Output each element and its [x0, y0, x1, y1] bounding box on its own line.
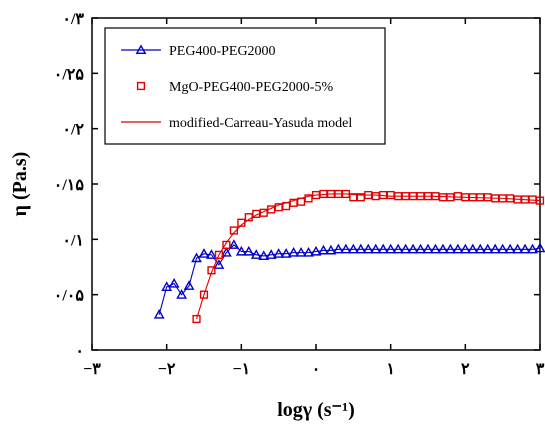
data-point	[400, 243, 411, 254]
data-point	[340, 243, 352, 254]
data-point	[534, 242, 545, 253]
data-point	[168, 277, 180, 288]
data-point	[176, 289, 187, 299]
data-point	[235, 245, 247, 256]
series-1	[192, 189, 545, 324]
data-point	[310, 245, 322, 256]
y-tick-label: ۰/۰۵	[54, 288, 85, 305]
data-point	[229, 226, 238, 235]
data-point	[392, 243, 404, 254]
data-point	[497, 243, 509, 254]
legend: PEG400-PEG2000 MgO-PEG400-PEG2000-5% modif…	[104, 27, 386, 145]
legend-entry-label: MgO-PEG400-PEG2000-5%	[169, 80, 333, 95]
data-point	[325, 244, 337, 255]
legend-entry-label: PEG400-PEG2000	[169, 44, 276, 59]
data-point	[504, 243, 516, 254]
data-point	[430, 243, 441, 254]
data-point	[258, 250, 270, 260]
x-tick-label: −۳	[83, 361, 101, 378]
x-tick-label: −۲	[158, 361, 176, 378]
series-2	[196, 193, 541, 320]
data-point	[386, 190, 395, 200]
data-point	[250, 249, 262, 259]
data-point	[222, 240, 231, 249]
data-point	[206, 249, 217, 259]
data-series	[153, 189, 545, 324]
x-tick-label: ۳	[536, 361, 545, 378]
data-point	[191, 252, 202, 263]
y-tick-label: ۰/۲	[62, 122, 84, 139]
data-point	[474, 243, 486, 254]
y-tick-label: ۰/۳	[62, 11, 84, 28]
data-point	[437, 243, 449, 254]
data-point	[198, 248, 210, 258]
data-point	[370, 243, 382, 254]
series-line	[158, 244, 541, 315]
data-point	[385, 243, 397, 254]
data-point	[355, 243, 367, 254]
data-point	[347, 243, 359, 254]
data-point	[153, 308, 165, 319]
data-point	[422, 243, 434, 254]
data-point	[415, 243, 426, 254]
data-point	[265, 249, 277, 259]
x-tick-label: ۰	[312, 361, 321, 378]
data-point	[445, 243, 456, 254]
data-point	[214, 250, 224, 259]
data-point	[243, 245, 255, 256]
data-point	[288, 246, 299, 257]
data-point	[407, 243, 419, 254]
y-tick-label: ۰	[75, 343, 84, 360]
data-point	[483, 193, 492, 202]
data-point	[489, 243, 501, 254]
data-point	[452, 243, 464, 254]
data-point	[192, 314, 201, 324]
x-tick-label: −۱	[232, 361, 250, 378]
data-point	[273, 248, 285, 258]
data-point	[221, 246, 232, 257]
series-0	[153, 239, 545, 319]
legend-marker	[135, 44, 147, 55]
data-point	[333, 243, 344, 254]
data-point	[377, 243, 389, 254]
legend-entry-label: modified-Carreau-Yasuda model	[169, 116, 352, 131]
x-tick-label: ۱	[386, 361, 395, 378]
y-tick-label: ۰/۲۵	[54, 66, 85, 83]
data-point	[199, 290, 209, 299]
data-point	[519, 243, 531, 254]
axis-titles: logγ (s⁻¹) η (Pa.s)	[9, 152, 355, 421]
data-point	[527, 243, 538, 254]
data-point	[512, 243, 523, 254]
y-tick-label: ۰/۱	[62, 232, 84, 249]
data-point	[213, 259, 225, 269]
axis-ticks: −۳ −۲ −۱ ۰ ۱ ۲ ۳ ۰ ۰/۰۵ ۰/۱ ۰/۱۵ ۰/۲ ۰/۲۵ ۰/۳	[54, 11, 545, 378]
data-point	[459, 243, 471, 254]
data-point	[318, 244, 329, 255]
data-point	[303, 246, 314, 257]
series-line	[196, 193, 541, 320]
legend-marker	[136, 81, 146, 91]
data-point	[453, 192, 462, 201]
data-point	[161, 281, 173, 291]
legend-box	[104, 27, 386, 145]
data-point	[183, 280, 195, 290]
data-point	[482, 243, 494, 254]
data-point	[371, 192, 380, 201]
data-point	[280, 248, 292, 258]
x-axis-title: logγ (s⁻¹)	[277, 399, 355, 421]
data-point	[362, 243, 374, 254]
y-axis-title: η (Pa.s)	[9, 152, 31, 217]
data-point	[438, 193, 448, 202]
y-tick-label: ۰/۱۵	[54, 177, 85, 194]
data-point	[467, 243, 479, 254]
x-tick-label: ۲	[461, 361, 470, 378]
data-point	[295, 246, 307, 257]
data-point	[228, 239, 240, 249]
